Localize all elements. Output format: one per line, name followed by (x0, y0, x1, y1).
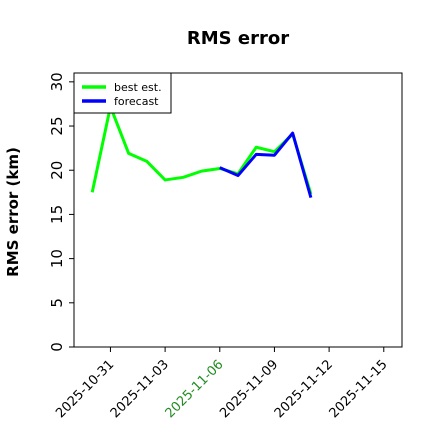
x-tick-label: 2025-11-15 (327, 357, 391, 421)
data-point (218, 166, 221, 169)
legend-label: best est. (114, 81, 162, 94)
y-axis: 0 5 10 15 20 25 30 (48, 72, 74, 352)
data-point (291, 132, 294, 135)
data-point (255, 146, 258, 149)
y-tick-label: 30 (48, 72, 66, 91)
data-point (200, 170, 203, 173)
y-tick-label: 15 (48, 205, 66, 224)
data-point (182, 176, 185, 179)
series-line-forecast (219, 131, 313, 199)
y-tick-label: 25 (48, 116, 66, 135)
data-point (273, 154, 276, 157)
data-point (127, 152, 130, 155)
y-axis-label: RMS error (km) (4, 147, 22, 277)
y-tick-label: 20 (48, 161, 66, 180)
chart-title: RMS error (187, 28, 289, 49)
y-tick-label: 10 (48, 249, 66, 268)
plot-frame (73, 72, 403, 348)
series-line-best-est (90, 105, 313, 195)
data-point (309, 196, 312, 199)
data-point (237, 174, 240, 177)
y-tick-label: 0 (48, 342, 66, 352)
y-tick-label: 5 (48, 298, 66, 308)
data-point (164, 178, 167, 181)
data-point (145, 160, 148, 163)
plot-area (90, 105, 313, 199)
data-point (91, 191, 94, 194)
legend: best est.forecast (73, 72, 172, 114)
data-point (255, 153, 258, 156)
legend-box (73, 72, 172, 114)
x-axis: 2025-10-312025-11-032025-11-062025-11-09… (53, 347, 391, 421)
legend-label: forecast (114, 95, 159, 108)
